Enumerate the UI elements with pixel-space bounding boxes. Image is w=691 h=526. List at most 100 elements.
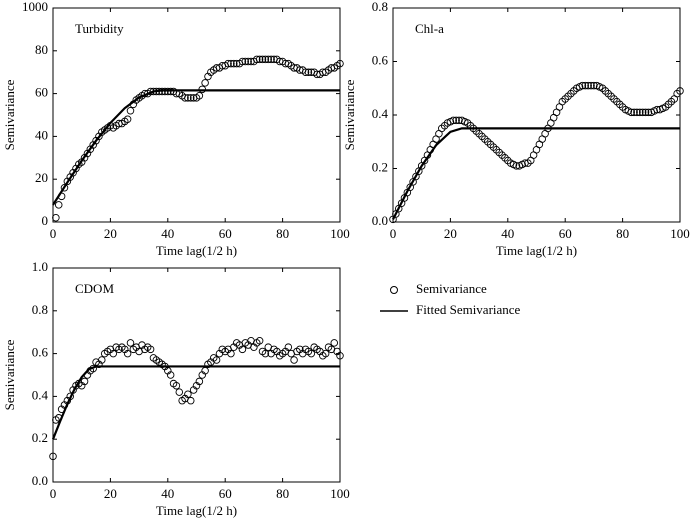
- data-point: [630, 108, 638, 117]
- data-point: [166, 371, 175, 379]
- x-axis-label: Time lag(1/2 h): [496, 243, 577, 258]
- data-point: [584, 81, 592, 90]
- data-point: [238, 345, 247, 354]
- y-axis-label: Semivariance: [2, 79, 17, 150]
- data-point: [304, 68, 313, 76]
- data-point: [578, 81, 587, 90]
- x-tick-label: 100: [330, 486, 350, 501]
- data-point: [80, 377, 89, 386]
- data-point: [258, 55, 267, 64]
- y-tick-label: 0.6: [372, 52, 389, 67]
- x-tick-label: 80: [616, 226, 629, 241]
- data-point: [184, 390, 192, 399]
- x-tick-label: 40: [161, 226, 174, 241]
- data-point: [307, 349, 316, 358]
- x-tick-label: 20: [104, 486, 117, 501]
- data-point: [175, 388, 184, 396]
- x-tick-label: 20: [444, 226, 457, 241]
- plot-frame: [52, 267, 341, 483]
- fitted-line: [392, 127, 680, 220]
- y-tick-label: 0.0: [372, 213, 388, 228]
- y-axis-label: Semivariance: [342, 79, 357, 150]
- data-point: [224, 59, 232, 68]
- y-tick-label: 0: [42, 213, 49, 228]
- data-point: [227, 349, 235, 358]
- data-point: [126, 106, 135, 115]
- y-tick-label: 0.4: [32, 387, 49, 402]
- y-tick-label: 1000: [22, 0, 48, 14]
- data-point: [241, 57, 250, 66]
- panel-title: Chl-a: [415, 21, 444, 36]
- data-point: [253, 55, 261, 64]
- fitted-line: [51, 365, 340, 440]
- data-point: [195, 377, 204, 386]
- y-tick-label: 0.4: [372, 106, 389, 121]
- x-tick-label: 60: [559, 226, 572, 241]
- y-axis-label: Semivariance: [2, 339, 17, 410]
- y-tick-label: 0.0: [32, 473, 48, 488]
- data-point: [452, 116, 460, 125]
- data-point: [449, 116, 458, 125]
- y-tick-label: 20: [35, 170, 48, 185]
- data-point: [244, 57, 252, 66]
- x-tick-label: 0: [390, 226, 397, 241]
- x-tick-label: 0: [50, 486, 57, 501]
- data-point: [590, 81, 598, 90]
- panel-title: Turbidity: [75, 21, 124, 36]
- data-point: [261, 349, 270, 358]
- data-point: [301, 68, 310, 76]
- data-point: [255, 55, 264, 64]
- data-point: [98, 356, 106, 364]
- panel-title: CDOM: [75, 281, 114, 296]
- y-tick-label: 0.8: [32, 302, 48, 317]
- data-point: [195, 91, 204, 100]
- data-point: [264, 55, 273, 64]
- x-axis-label: Time lag(1/2 h): [156, 243, 237, 258]
- y-tick-label: 60: [35, 85, 48, 100]
- data-point: [638, 108, 647, 117]
- data-point: [641, 108, 650, 117]
- data-point: [227, 59, 235, 68]
- data-point: [267, 55, 275, 64]
- data-point: [181, 94, 189, 102]
- data-point: [230, 59, 238, 68]
- data-point: [123, 349, 132, 358]
- y-tick-label: 1.0: [32, 259, 48, 274]
- data-point: [336, 351, 344, 360]
- data-point: [60, 184, 69, 192]
- legend-label: Fitted Semivariance: [416, 302, 521, 317]
- legend-label: Semivariance: [416, 281, 487, 296]
- data-point: [290, 356, 298, 364]
- data-point: [146, 345, 155, 354]
- data-point: [644, 108, 653, 117]
- x-tick-label: 100: [670, 226, 690, 241]
- fitted-line: [52, 89, 340, 206]
- x-tick-label: 80: [276, 486, 289, 501]
- data-point: [52, 213, 60, 222]
- data-point: [109, 349, 118, 358]
- data-point: [321, 349, 330, 358]
- data-point: [123, 115, 132, 124]
- data-point: [212, 356, 221, 364]
- data-point: [184, 94, 192, 102]
- data-point: [653, 105, 661, 114]
- data-point: [126, 339, 135, 347]
- x-tick-label: 60: [219, 226, 232, 241]
- x-tick-label: 60: [219, 486, 232, 501]
- data-point: [238, 57, 247, 66]
- x-tick-label: 20: [104, 226, 117, 241]
- x-tick-label: 40: [501, 226, 514, 241]
- data-point: [201, 79, 209, 87]
- data-point: [330, 339, 339, 347]
- data-point: [336, 59, 344, 68]
- data-point: [54, 201, 63, 209]
- data-point: [512, 162, 521, 170]
- data-point: [172, 381, 181, 390]
- data-point: [187, 94, 195, 102]
- plot-frame: [392, 7, 681, 223]
- x-tick-label: 80: [276, 226, 289, 241]
- data-point: [636, 108, 644, 117]
- x-axis-label: Time lag(1/2 h): [156, 503, 237, 518]
- y-tick-label: 80: [35, 42, 48, 57]
